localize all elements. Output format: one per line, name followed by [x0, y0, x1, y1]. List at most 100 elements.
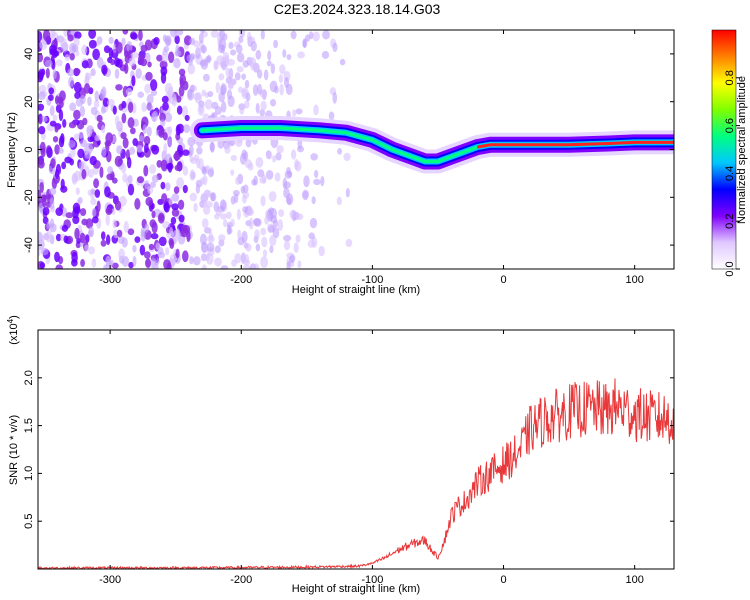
noise-blob: [62, 118, 67, 128]
colorbar-tick-label: 0.0: [724, 261, 736, 276]
noise-blob: [286, 193, 294, 206]
noise-blob: [177, 199, 185, 210]
noise-blob: [171, 193, 180, 202]
noise-blob: [242, 184, 249, 193]
noise-blob: [274, 85, 279, 94]
noise-blob: [246, 31, 252, 42]
noise-blob: [167, 137, 173, 148]
noise-blob: [260, 100, 267, 111]
noise-blob: [146, 126, 152, 137]
noise-blob: [173, 57, 181, 69]
noise-blob: [199, 177, 206, 185]
noise-blob: [252, 217, 261, 227]
noise-blob: [126, 41, 133, 53]
noise-blob: [207, 91, 214, 98]
noise-blob: [266, 60, 272, 67]
noise-blob: [276, 145, 284, 154]
noise-blob: [168, 92, 177, 105]
noise-blob: [125, 87, 133, 96]
noise-blob: [46, 146, 53, 159]
noise-blob: [134, 198, 141, 210]
noise-blob: [244, 79, 250, 89]
noise-blob: [262, 249, 268, 258]
noise-blob: [130, 32, 138, 40]
noise-blob: [49, 44, 57, 54]
noise-blob: [55, 59, 63, 67]
colorbar-frame: [711, 29, 737, 270]
noise-blob: [38, 116, 43, 125]
noise-blob: [150, 233, 159, 240]
spectrogram-y-axis: -40 -20 0 20 40: [23, 48, 674, 253]
noise-blob: [38, 246, 41, 257]
noise-blob: [158, 236, 167, 247]
noise-blob: [293, 242, 299, 254]
colorbar-tick-label: 0.4: [724, 166, 736, 181]
noise-blob: [225, 67, 231, 78]
noise-blob: [257, 83, 263, 95]
noise-blob: [202, 264, 207, 269]
noise-blob: [123, 50, 129, 58]
noise-blob: [255, 243, 261, 252]
noise-blob: [90, 188, 96, 195]
x-tick-label: -300: [99, 274, 121, 286]
noise-blob: [168, 197, 173, 206]
noise-blob: [44, 59, 53, 68]
noise-blob: [91, 216, 99, 224]
noise-blob: [273, 39, 279, 49]
noise-blob: [241, 73, 246, 80]
noise-blob: [72, 215, 80, 225]
noise-blob: [42, 216, 49, 225]
noise-blob: [218, 234, 226, 242]
noise-blob: [118, 248, 126, 261]
noise-blob: [295, 234, 301, 244]
noise-blob: [187, 63, 196, 75]
noise-blob: [189, 37, 196, 46]
noise-blob: [225, 211, 232, 220]
noise-blob: [73, 68, 81, 75]
noise-blob: [222, 219, 228, 228]
noise-blob: [201, 89, 207, 97]
noise-blob: [144, 223, 149, 233]
noise-blob: [169, 226, 174, 238]
noise-blob: [260, 256, 268, 268]
noise-blob: [60, 133, 65, 144]
colorbar-tick-label: 0.6: [724, 118, 736, 133]
noise-blob: [168, 238, 174, 246]
x-tick-label: -200: [230, 574, 252, 586]
noise-blob: [205, 253, 210, 261]
noise-blob: [303, 175, 310, 188]
noise-blob: [120, 132, 127, 140]
colorbar-tick-label: 0.2: [724, 214, 736, 229]
snr-y-axis: 0.5 1.0 1.5 2.0: [23, 370, 674, 529]
x-tick-label: -100: [361, 274, 383, 286]
noise-blob: [54, 251, 60, 263]
noise-blob: [193, 256, 201, 266]
noise-blob: [257, 169, 265, 178]
noise-blob: [110, 58, 115, 66]
noise-blob: [203, 227, 212, 234]
noise-blob: [144, 39, 153, 51]
noise-blob: [42, 207, 50, 216]
snr-scale-prefix: (x10: [8, 323, 20, 344]
noise-blob: [238, 103, 246, 111]
noise-blob: [96, 200, 101, 213]
noise-blob: [39, 39, 48, 50]
noise-blob: [139, 135, 145, 142]
noise-blob: [242, 60, 249, 68]
noise-blob: [147, 185, 154, 195]
noise-blob: [313, 178, 321, 186]
noise-blob: [100, 231, 106, 241]
y-tick-label: 1.0: [23, 466, 35, 481]
noise-blob: [345, 187, 350, 198]
noise-blob: [247, 162, 254, 171]
noise-blob: [74, 91, 81, 100]
noise-blob: [148, 243, 155, 251]
noise-blob: [214, 105, 222, 115]
noise-blob: [65, 212, 74, 219]
colorbar: [712, 30, 736, 269]
noise-blob: [58, 147, 64, 154]
noise-blob: [88, 39, 97, 49]
noise-blob: [182, 165, 189, 176]
noise-blob: [168, 51, 175, 64]
noise-blob: [289, 209, 296, 219]
